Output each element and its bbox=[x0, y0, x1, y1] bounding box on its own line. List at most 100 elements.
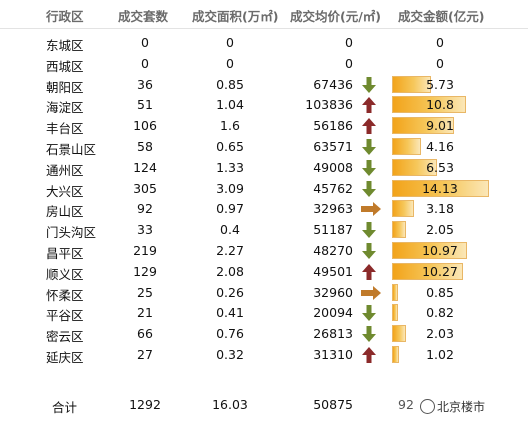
deal-amount: 14.13 bbox=[422, 180, 458, 196]
arrow-down-icon bbox=[360, 138, 378, 156]
table-row: 海淀区 51 1.04 103836 10.8 bbox=[0, 95, 528, 116]
avg-price: 67436 bbox=[313, 76, 353, 92]
deal-area: 0.97 bbox=[216, 201, 244, 217]
arrow-down-icon bbox=[360, 242, 378, 260]
deal-amount: 10.97 bbox=[422, 243, 458, 258]
amount-bar bbox=[392, 75, 432, 93]
table-row: 延庆区 27 0.32 31310 1.02 bbox=[0, 345, 528, 366]
table-header: 行政区 成交套数 成交面积(万㎡) 成交均价(元/㎡) 成交金额(亿元) bbox=[0, 0, 528, 29]
table-row: 东城区 0 0 0 0 bbox=[0, 33, 528, 54]
table-row: 密云区 66 0.76 26813 2.03 bbox=[0, 324, 528, 345]
amount-bar bbox=[392, 262, 463, 280]
avg-price: 56186 bbox=[313, 118, 353, 134]
avg-price: 0 bbox=[345, 35, 353, 50]
amount-bar bbox=[392, 158, 437, 176]
arrow-down-icon bbox=[360, 221, 378, 239]
header-area: 成交面积(万㎡) bbox=[192, 9, 279, 24]
arrow-up-icon bbox=[360, 346, 378, 364]
amount-bar bbox=[392, 242, 468, 259]
table-row: 丰台区 106 1.6 56186 9.01 bbox=[0, 116, 528, 137]
avg-price: 49501 bbox=[313, 263, 353, 279]
district-name: 东城区 bbox=[46, 38, 84, 53]
deal-amount: 0.85 bbox=[426, 284, 454, 300]
deal-area: 0.65 bbox=[216, 139, 244, 154]
deal-area: 0.76 bbox=[216, 326, 244, 342]
deal-count: 0 bbox=[141, 55, 149, 71]
arrow-right-icon bbox=[360, 200, 381, 218]
avg-price: 63571 bbox=[313, 139, 353, 154]
district-name: 顺义区 bbox=[46, 266, 84, 282]
deal-count: 58 bbox=[137, 139, 153, 154]
deal-area: 1.6 bbox=[220, 118, 240, 134]
deal-amount: 2.03 bbox=[426, 326, 454, 342]
amount-bar bbox=[392, 200, 414, 218]
district-name: 怀柔区 bbox=[46, 287, 84, 303]
amount-bar bbox=[392, 179, 489, 197]
deal-area: 0.32 bbox=[216, 347, 244, 362]
district-name: 门头沟区 bbox=[46, 225, 97, 241]
wechat-icon bbox=[420, 399, 435, 414]
table-row: 朝阳区 36 0.85 67436 5.73 bbox=[0, 75, 528, 96]
total-price: 50875 bbox=[313, 397, 353, 412]
arrow-down-icon bbox=[360, 304, 378, 322]
watermark: 北京楼市 bbox=[420, 398, 485, 415]
table-row: 通州区 124 1.33 49008 6.53 bbox=[0, 158, 528, 179]
deal-count: 106 bbox=[133, 118, 157, 134]
amount-bar bbox=[392, 283, 398, 301]
deal-count: 66 bbox=[137, 326, 153, 342]
amount-bar bbox=[392, 346, 399, 363]
deal-amount: 1.02 bbox=[426, 347, 454, 362]
district-name: 通州区 bbox=[46, 162, 84, 178]
deal-area: 3.09 bbox=[216, 180, 244, 196]
avg-price: 32963 bbox=[313, 201, 353, 217]
arrow-up-icon bbox=[360, 117, 378, 135]
header-amount: 成交金额(亿元) bbox=[398, 9, 485, 24]
deal-area: 1.33 bbox=[216, 159, 244, 175]
amount-bar bbox=[392, 325, 406, 343]
avg-price: 48270 bbox=[313, 243, 353, 258]
deal-amount: 3.18 bbox=[426, 201, 454, 217]
table-row: 顺义区 129 2.08 49501 10.27 bbox=[0, 262, 528, 283]
total-area: 16.03 bbox=[212, 397, 248, 412]
arrow-right-icon bbox=[360, 284, 381, 302]
avg-price: 45762 bbox=[313, 180, 353, 196]
deal-amount: 9.01 bbox=[426, 118, 454, 134]
deal-area: 2.27 bbox=[216, 243, 244, 258]
district-name: 海淀区 bbox=[46, 100, 84, 116]
deal-count: 33 bbox=[137, 222, 153, 238]
table-row: 房山区 92 0.97 32963 3.18 bbox=[0, 199, 528, 220]
total-amount: 92 bbox=[398, 397, 414, 412]
arrow-down-icon bbox=[360, 325, 378, 343]
deal-area: 0 bbox=[226, 35, 234, 50]
avg-price: 103836 bbox=[305, 97, 353, 113]
district-name: 房山区 bbox=[46, 204, 84, 220]
deal-amount: 10.8 bbox=[426, 97, 454, 113]
deal-count: 124 bbox=[133, 159, 157, 175]
district-name: 朝阳区 bbox=[46, 79, 84, 95]
avg-price: 26813 bbox=[313, 326, 353, 342]
deal-count: 25 bbox=[137, 284, 153, 300]
table-row: 西城区 0 0 0 0 bbox=[0, 54, 528, 75]
amount-bar bbox=[392, 221, 407, 239]
deal-area: 1.04 bbox=[216, 97, 244, 113]
avg-price: 32960 bbox=[313, 284, 353, 300]
avg-price: 20094 bbox=[313, 305, 353, 321]
deal-count: 92 bbox=[137, 201, 153, 217]
total-label: 合计 bbox=[52, 400, 78, 415]
table-row: 大兴区 305 3.09 45762 14.13 bbox=[0, 179, 528, 200]
district-name: 延庆区 bbox=[46, 350, 84, 365]
amount-bar bbox=[392, 96, 467, 114]
deal-amount: 4.16 bbox=[426, 139, 454, 154]
arrow-up-icon bbox=[360, 263, 378, 281]
district-name: 石景山区 bbox=[46, 142, 97, 157]
deal-area: 0.26 bbox=[216, 284, 244, 300]
header-count: 成交套数 bbox=[118, 9, 169, 24]
amount-bar bbox=[392, 117, 454, 135]
district-name: 平谷区 bbox=[46, 308, 84, 324]
district-name: 西城区 bbox=[46, 58, 84, 74]
table-row: 平谷区 21 0.41 20094 0.82 bbox=[0, 303, 528, 324]
deal-amount: 0.82 bbox=[426, 305, 454, 321]
avg-price: 51187 bbox=[313, 222, 353, 238]
arrow-down-icon bbox=[360, 180, 378, 198]
header-avg-price: 成交均价(元/㎡) bbox=[290, 9, 381, 24]
